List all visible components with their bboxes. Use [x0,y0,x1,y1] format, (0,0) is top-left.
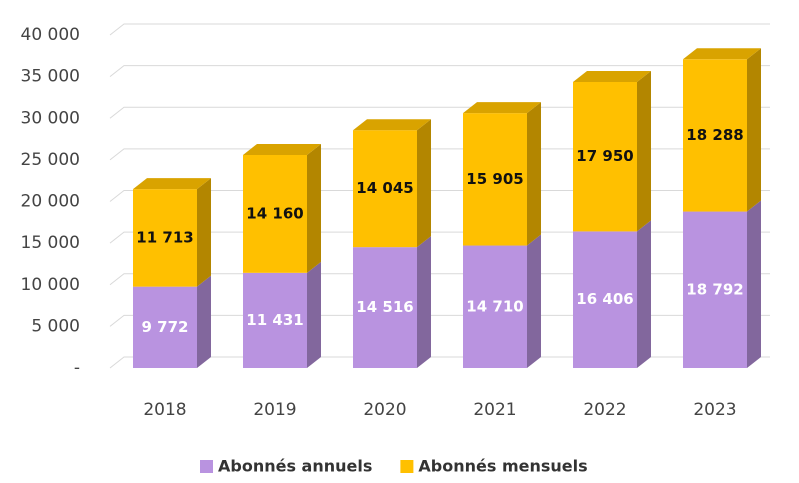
x-tick-label: 2021 [473,400,516,420]
value-label: 14 160 [246,204,303,222]
legend-swatch [200,460,213,473]
value-label: 17 950 [576,147,633,165]
bar [243,154,307,273]
bar-side [307,143,321,273]
bar-side [417,236,431,368]
bar-top [243,143,321,155]
bar [573,231,637,368]
bar [353,247,417,368]
y-tick-label: 10 000 [21,275,80,295]
grid-line [109,65,770,78]
grid-line [109,23,770,36]
value-label: 18 792 [686,280,743,298]
x-tick-label: 2020 [363,400,406,420]
grid-line [109,273,770,286]
y-tick-label: 5 000 [31,316,80,336]
y-tick-label: 30 000 [21,108,80,128]
y-tick-label: 20 000 [21,192,80,212]
x-tick-label: 2018 [143,400,186,420]
value-label: 14 710 [466,297,523,315]
x-tick-label: 2023 [693,400,736,420]
bar-side [747,200,761,368]
bar-top [353,119,431,131]
bar-side [197,275,211,368]
grid-line [109,190,770,202]
x-tick-label: 2022 [583,400,626,420]
bar-side [527,234,541,368]
grid-line [109,148,770,161]
legend-swatch [400,460,414,473]
value-label: 9 772 [142,318,189,336]
bar-side [307,261,321,368]
bar-side [417,119,431,248]
bar [133,286,197,368]
bar [353,130,417,248]
bar-side [527,102,541,246]
value-label: 14 516 [356,298,413,316]
bar [683,211,747,368]
bar-top [683,48,761,60]
bar [133,189,197,287]
y-tick-label: 40 000 [21,25,80,45]
x-tick-label: 2019 [253,400,296,420]
y-tick-label: - [74,358,80,378]
bar [463,245,527,368]
bar-top [573,70,651,82]
value-label: 18 288 [686,126,743,144]
value-label: 16 406 [576,290,633,308]
bar [573,81,637,232]
bar [243,272,307,368]
bar-side [197,178,211,287]
bar-top [133,178,211,190]
value-label: 11 713 [136,228,193,246]
bar-side [637,220,651,368]
y-tick-label: 15 000 [21,233,80,253]
legend-label: Abonnés mensuels [418,457,587,476]
grid-line [109,231,770,244]
grid-line [109,314,770,327]
grid-line [109,356,770,369]
bar-top [463,102,541,114]
y-tick-label: 35 000 [21,67,80,87]
bar [683,59,747,212]
value-label: 15 905 [466,170,523,188]
value-label: 14 045 [356,179,413,197]
bar-side [747,48,761,212]
y-tick-label: 25 000 [21,150,80,170]
value-label: 11 431 [246,311,303,329]
bar-side [637,70,651,232]
legend-label: Abonnés annuels [218,457,372,476]
grid-line [109,106,770,119]
bar [463,113,527,246]
